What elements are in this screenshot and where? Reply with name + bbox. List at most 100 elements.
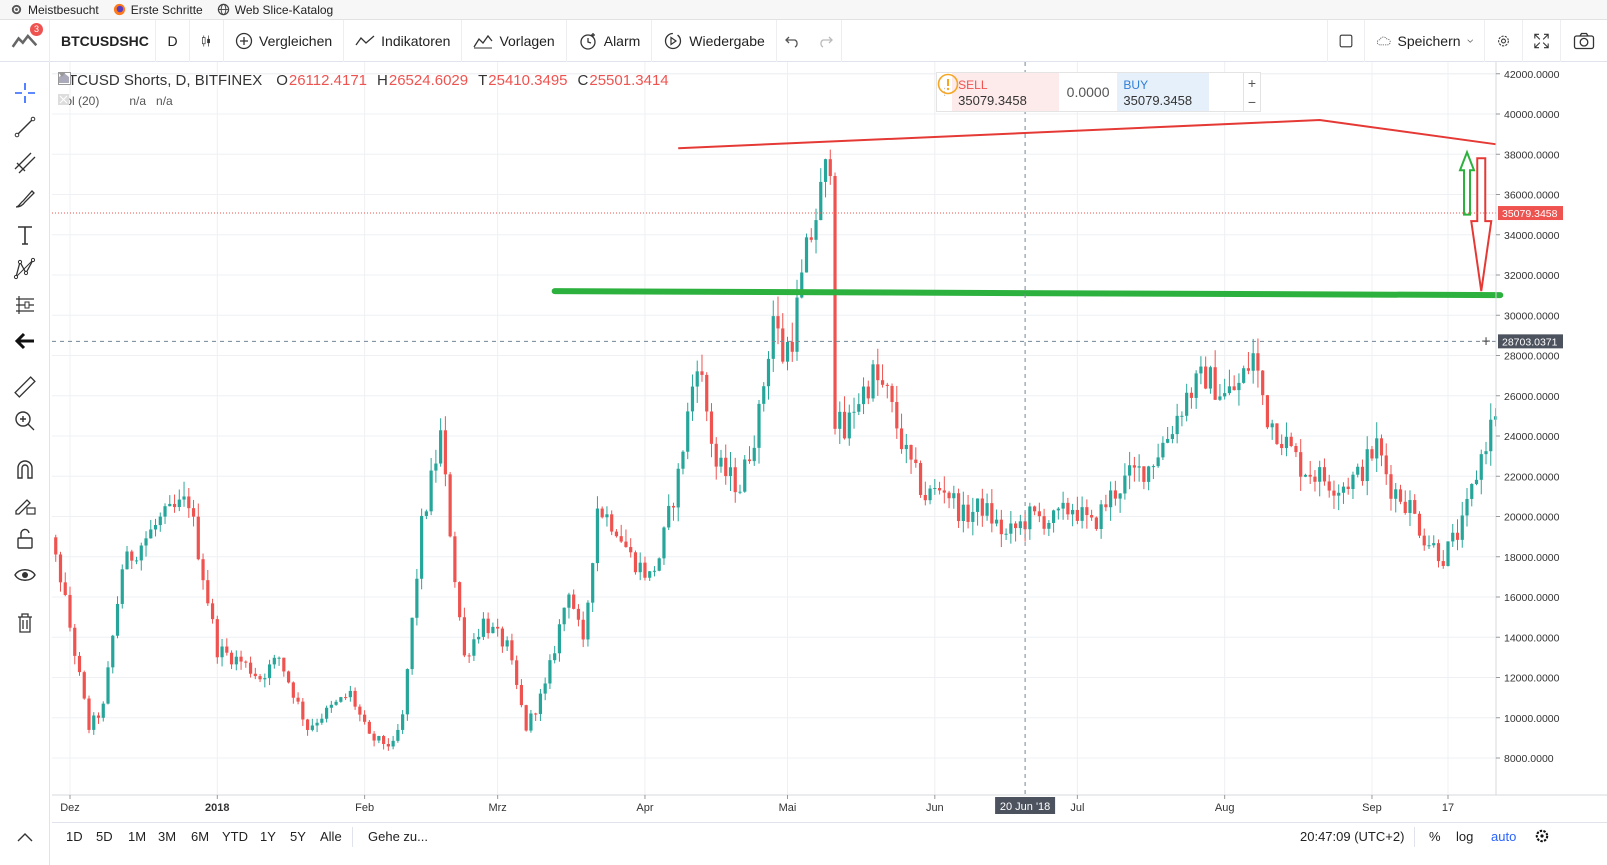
candle-body — [614, 531, 619, 537]
auto-scale-button[interactable]: auto — [1491, 829, 1517, 844]
candle-body — [985, 503, 989, 516]
clock-timezone[interactable]: 20:47:09 (UTC+2) — [1300, 829, 1405, 844]
chart-pane[interactable]: + 42000.0000 40000.0000 38000.0000 36000.00… — [52, 62, 1607, 822]
settings-button[interactable] — [1485, 20, 1523, 62]
symbol-search-button[interactable]: BTCUSDSHC — [50, 19, 156, 62]
trend-line-tool[interactable] — [10, 112, 40, 142]
candle-body — [272, 657, 276, 665]
candle-body — [73, 627, 77, 656]
time-tick-label: Mrz — [488, 802, 506, 814]
range-1d-button[interactable]: 1D — [66, 829, 83, 844]
brush-tool[interactable] — [10, 184, 40, 214]
candle-body — [282, 657, 286, 672]
replay-button[interactable]: Wiedergabe — [652, 19, 777, 62]
log-scale-button[interactable]: log — [1456, 829, 1474, 844]
zoom-in-tool[interactable] — [10, 406, 40, 436]
candle-body — [363, 714, 367, 722]
candle-body — [638, 562, 642, 573]
alert-button[interactable]: Alarm — [567, 19, 653, 62]
chevron-down-icon[interactable] — [58, 72, 66, 77]
magnet-tool[interactable] — [10, 454, 40, 484]
increase-button[interactable]: + — [1247, 74, 1257, 91]
scroll-tools-up-button[interactable] — [10, 822, 40, 852]
range-5d-button[interactable]: 5D — [96, 829, 113, 844]
range-1y-button[interactable]: 1Y — [260, 829, 276, 844]
percent-scale-button[interactable]: % — [1429, 829, 1441, 844]
candle-body — [1265, 395, 1270, 428]
stay-in-drawing-tool[interactable] — [10, 490, 40, 520]
candle-body — [220, 646, 224, 658]
candle-body — [515, 660, 519, 685]
bookmark-meistbesucht[interactable]: Meistbesucht — [10, 3, 99, 17]
fib-tool[interactable] — [10, 148, 40, 178]
candle-body — [267, 664, 272, 679]
candle-body — [286, 671, 291, 683]
notification-badge: 3 — [30, 22, 43, 36]
save-button[interactable]: Speichern — [1365, 20, 1485, 62]
layout-button[interactable] — [1327, 20, 1365, 62]
text-tool[interactable] — [10, 220, 40, 250]
price-tick-label: 8000.0000 — [1504, 753, 1554, 765]
snapshot-button[interactable] — [1561, 20, 1607, 62]
candle-body — [823, 159, 828, 182]
sell-button[interactable]: SELL 35079.3458 — [952, 73, 1059, 111]
bookmark-erste-schritte[interactable]: Erste Schritte — [113, 3, 203, 17]
time-axis[interactable]: Dez 2018 Feb Mrz Apr Mai Jun Jul Aug Sep 17 20 Jun … — [52, 794, 1607, 814]
info-button[interactable] — [937, 73, 1243, 111]
candle-body — [994, 519, 999, 524]
close-icon[interactable] — [58, 94, 69, 105]
candle-body — [1313, 476, 1317, 482]
candle-body — [1147, 466, 1151, 482]
main-menu-button[interactable]: 3 — [0, 19, 50, 62]
candle-body — [1213, 367, 1217, 400]
range-5y-button[interactable]: 5Y — [290, 829, 306, 844]
time-tick-label: 17 — [1442, 802, 1454, 814]
goto-date-button[interactable]: Gehe zu... — [368, 829, 428, 844]
measure-tool[interactable] — [10, 372, 40, 402]
crosshair-tool[interactable] — [10, 78, 40, 108]
price-axis[interactable]: 42000.0000 40000.0000 38000.0000 36000.0000… — [1495, 62, 1563, 795]
lock-drawings-tool[interactable] — [10, 524, 40, 554]
undo-button[interactable] — [777, 20, 809, 62]
candle-body — [999, 519, 1003, 535]
compare-button[interactable]: Vergleichen — [224, 19, 345, 62]
redo-button[interactable] — [809, 19, 842, 62]
bookmark-label: Meistbesucht — [28, 2, 99, 17]
decrease-button[interactable]: − — [1247, 93, 1257, 110]
drag-handle-icon[interactable]: ⋮ — [939, 86, 950, 98]
range-6m-button[interactable]: 6M — [191, 829, 210, 844]
open-value: 26112.4171 — [288, 72, 368, 89]
candle-body — [1275, 423, 1279, 444]
indicators-button[interactable]: Indikatoren — [344, 19, 463, 62]
candle-body — [1365, 449, 1369, 482]
range-all-button[interactable]: Alle — [320, 829, 342, 844]
range-1m-button[interactable]: 1M — [128, 829, 147, 844]
gear-icon[interactable] — [1534, 828, 1550, 844]
candle-body — [1161, 442, 1165, 458]
chart-type-button[interactable] — [190, 19, 224, 62]
bookmark-web-slice[interactable]: Web Slice-Katalog — [217, 3, 333, 17]
interval-button[interactable]: D — [156, 19, 190, 62]
candle-body — [876, 364, 880, 381]
remove-drawings-tool[interactable] — [10, 608, 40, 638]
user-drawings[interactable] — [551, 119, 1504, 299]
candle-body — [500, 628, 505, 647]
buy-button[interactable]: BUY 35079.3458 — [1117, 73, 1209, 111]
hide-toolbar-button[interactable] — [10, 326, 40, 356]
range-ytd-button[interactable]: YTD — [222, 829, 248, 844]
hide-drawings-tool[interactable] — [10, 560, 40, 590]
price-chart[interactable]: + 42000.0000 40000.0000 38000.0000 36000.00… — [52, 62, 1607, 822]
candle-body — [1204, 366, 1208, 389]
trash-icon — [18, 613, 32, 633]
candle-body — [771, 316, 775, 359]
fullscreen-button[interactable] — [1523, 20, 1561, 62]
prediction-tool[interactable] — [10, 290, 40, 320]
price-tick-label: 42000.0000 — [1504, 69, 1560, 81]
range-3m-button[interactable]: 3M — [158, 829, 177, 844]
pattern-tool[interactable] — [10, 254, 40, 284]
templates-button[interactable]: Vorlagen — [462, 19, 567, 62]
candle-body — [895, 402, 899, 429]
candle-body — [111, 635, 115, 668]
candle-body — [1479, 454, 1483, 480]
square-layout-icon — [1339, 34, 1353, 48]
